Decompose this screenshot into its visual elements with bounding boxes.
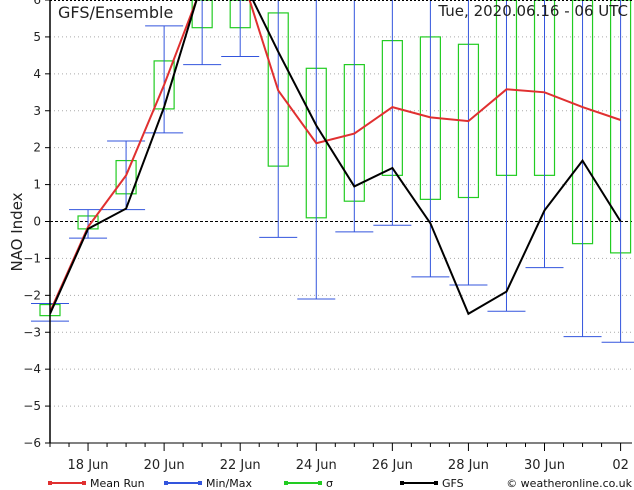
y-tick-label: −5 <box>23 399 41 413</box>
legend-marker <box>400 481 404 485</box>
x-tick-label: 28 Jun <box>448 458 489 473</box>
y-tick-label: 1 <box>33 178 41 192</box>
min-max-whiskers <box>31 0 634 343</box>
x-tick-label: 18 Jun <box>68 458 109 473</box>
legend-marker <box>318 481 322 485</box>
y-tick-label: 0 <box>33 215 41 229</box>
y-tick-label: −3 <box>23 325 41 339</box>
axes <box>45 0 632 451</box>
legend-item: Min/Max <box>164 477 252 490</box>
x-tick-label: 20 Jun <box>144 458 185 473</box>
legend-label: Mean Run <box>90 477 145 490</box>
y-tick-label: −1 <box>23 251 41 265</box>
legend-marker <box>434 481 438 485</box>
x-tick-label: 30 Jun <box>524 458 565 473</box>
legend-marker <box>48 481 52 485</box>
series-line-mean-run <box>50 0 621 313</box>
chart-subtitle: Tue, 2020.06.16 - 06 UTC <box>437 2 628 20</box>
legend-marker <box>164 481 168 485</box>
legend-item: GFS <box>400 477 464 490</box>
y-tick-label: 2 <box>33 141 41 155</box>
x-tick-label: 02 <box>612 458 629 473</box>
series-line-gfs <box>50 0 622 316</box>
y-tick-label: −4 <box>23 362 41 376</box>
y-tick-label: 4 <box>33 67 41 81</box>
x-tick-label: 24 Jun <box>296 458 337 473</box>
legend-label: σ <box>326 477 333 490</box>
legend: Mean Run Min/Max σ GFS <box>48 477 464 490</box>
legend-marker <box>198 481 202 485</box>
y-tick-label: 6 <box>33 0 41 7</box>
series-lines <box>50 0 622 316</box>
x-tick-label: 22 Jun <box>220 458 261 473</box>
y-tick-label: 3 <box>33 104 41 118</box>
y-axis-label: NAO Index <box>8 192 26 271</box>
legend-item: σ <box>284 477 333 490</box>
legend-item: Mean Run <box>48 477 145 490</box>
y-tick-label: 5 <box>33 30 41 44</box>
x-tick-label: 26 Jun <box>372 458 413 473</box>
legend-marker <box>284 481 288 485</box>
y-tick-label: −2 <box>23 288 41 302</box>
legend-marker <box>82 481 86 485</box>
tick-labels: −6 −5 −4 −3 −2 −1 0 1 2 3 4 5 6 18 Jun 20 Jun 22 Jun 24 … <box>23 0 629 473</box>
credit-text: © weatheronline.co.uk <box>506 477 632 490</box>
y-tick-label: −6 <box>23 436 41 450</box>
chart-title: GFS/Ensemble <box>58 3 173 22</box>
legend-label: Min/Max <box>206 477 252 490</box>
legend-label: GFS <box>442 477 464 490</box>
